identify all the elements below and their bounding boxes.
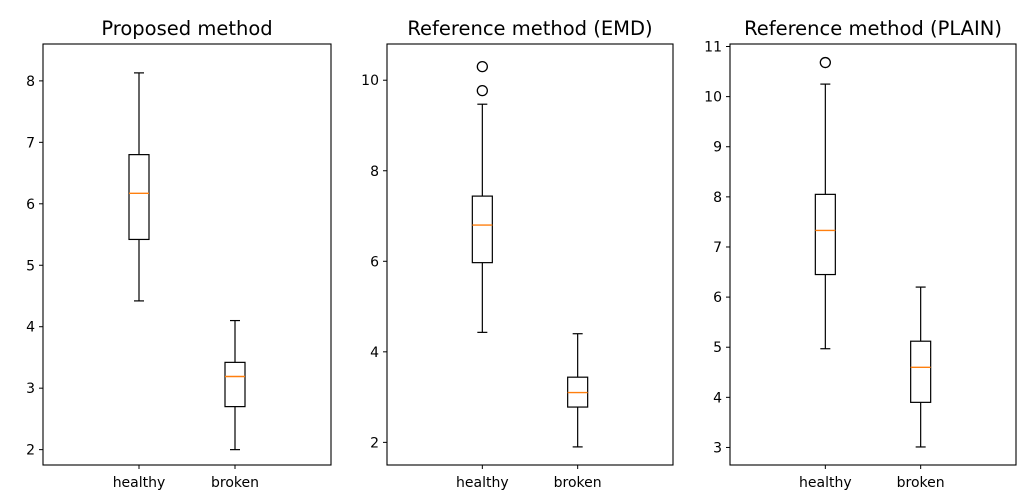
y-tick-label: 4: [26, 320, 35, 336]
y-tick-label: 9: [713, 140, 722, 156]
outlier-point: [476, 84, 488, 97]
y-tick-label: 10: [361, 73, 379, 89]
y-tick-label: 6: [26, 197, 35, 213]
box-iqr: [471, 195, 493, 264]
y-tick-label: 3: [713, 440, 722, 456]
y-tick-label: 8: [713, 190, 722, 206]
x-tick-label: broken: [554, 475, 602, 491]
y-tick-label: 2: [370, 435, 379, 451]
chart-panel-2: Reference method (EMD) 2 4 6 8 10 healthy broke…: [361, 17, 674, 491]
y-tick-label: 8: [26, 74, 35, 90]
y-tick-label: 6: [713, 290, 722, 306]
y-tick-label: 7: [713, 240, 722, 256]
box-iqr: [224, 361, 246, 408]
x-tick-label: broken: [897, 475, 945, 491]
chart-title: Reference method (PLAIN): [744, 17, 1002, 40]
y-tick-label: 4: [370, 345, 379, 361]
chart-title: Proposed method: [101, 17, 272, 40]
outlier-point: [819, 56, 831, 69]
x-tick-label: healthy: [799, 475, 852, 491]
y-tick-label: 5: [713, 340, 722, 356]
y-tick-label: 2: [26, 443, 35, 459]
chart-panel-3: Reference method (PLAIN) 3 4 5 6 7 8 9 10 11 healt…: [704, 17, 1017, 491]
x-tick-label: healthy: [456, 475, 509, 491]
y-tick-label: 7: [26, 135, 35, 151]
y-tick-label: 6: [370, 254, 379, 270]
y-tick-label: 10: [704, 90, 722, 106]
y-tick-label: 3: [26, 381, 35, 397]
y-tick-label: 8: [370, 164, 379, 180]
plot-frame: [729, 43, 1017, 466]
outlier-point: [476, 60, 488, 73]
box-iqr: [814, 193, 836, 276]
y-tick-label: 5: [26, 258, 35, 274]
chart-title: Reference method (EMD): [407, 17, 652, 40]
box-iqr: [128, 154, 150, 241]
plot-frame: [42, 43, 332, 466]
y-tick-label: 4: [713, 390, 722, 406]
x-tick-label: healthy: [113, 475, 166, 491]
box-iqr: [910, 340, 932, 403]
chart-panel-1: Proposed method 2 3 4 5 6 7 8 healthy broken: [26, 17, 332, 491]
y-tick-label: 11: [704, 40, 722, 56]
plot-frame: [386, 43, 674, 466]
x-tick-label: broken: [211, 475, 259, 491]
